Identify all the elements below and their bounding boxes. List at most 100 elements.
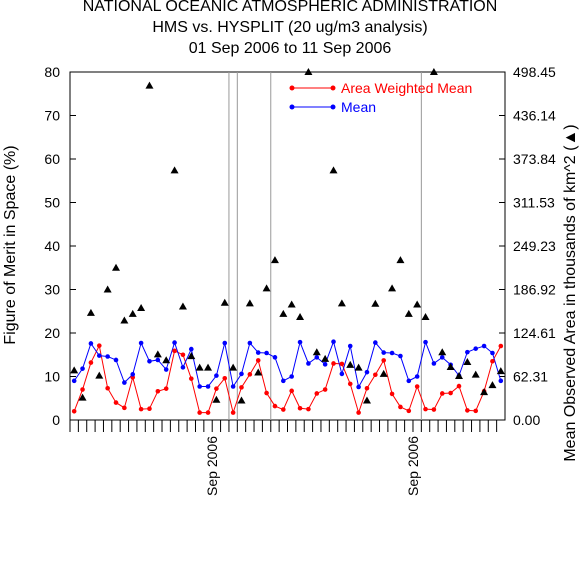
chart-title: NATIONAL OCEANIC ATMOSPHERIC ADMINISTRAT… [82, 0, 498, 15]
area-weighted-mean-point [205, 410, 211, 415]
legend-marker [289, 104, 295, 110]
area-weighted-mean-point [80, 387, 85, 392]
area-triangle-point [379, 369, 388, 377]
area-weighted-mean-point [331, 361, 336, 366]
area-triangle-point [488, 381, 497, 389]
chart-subtitle: HMS vs. HYSPLIT (20 ug/m3 analysis) [152, 19, 428, 36]
area-weighted-mean-point [373, 372, 378, 378]
area-triangle-point [195, 363, 204, 371]
mean-point [113, 357, 119, 363]
area-weighted-mean-point [147, 406, 152, 411]
right-tick-label: 186.92 [513, 282, 556, 298]
area-weighted-mean-point [105, 385, 110, 391]
area-weighted-mean-point [138, 406, 144, 412]
area-weighted-mean-point [247, 372, 253, 377]
mean-point [498, 378, 504, 384]
area-triangle-point [388, 284, 397, 292]
legend-marker [330, 104, 336, 110]
area-triangle-point [70, 366, 79, 374]
area-triangle-point [162, 356, 171, 364]
legend-entry: Mean [341, 99, 376, 115]
right-tick-label: 498.45 [513, 64, 556, 80]
area-weighted-mean-point [172, 348, 177, 354]
mean-point [306, 361, 311, 366]
area-weighted-mean-point [155, 388, 161, 394]
area-triangle-point [396, 256, 405, 264]
area-weighted-mean-point [473, 408, 479, 414]
mean-point [71, 378, 77, 384]
area-weighted-mean-point [314, 391, 320, 396]
area-triangle-point [254, 368, 263, 376]
area-triangle-point [279, 309, 288, 317]
right-tick-label: 436.14 [513, 108, 556, 124]
right-tick-label: 249.23 [513, 238, 556, 254]
mean-point [481, 343, 487, 349]
area-weighted-mean-point [490, 358, 495, 364]
right-tick-label: 0.00 [513, 412, 540, 428]
area-triangle-point [296, 313, 305, 321]
mean-point [247, 340, 253, 346]
mean-point [473, 346, 479, 351]
mean-point [331, 339, 336, 345]
area-weighted-mean-point [389, 391, 395, 397]
area-triangle-point [329, 166, 338, 174]
area-triangle-point [187, 352, 196, 360]
mean-point [314, 355, 320, 360]
mean-point [96, 353, 102, 358]
area-triangle-point [204, 363, 213, 371]
left-tick-label: 70 [44, 108, 60, 124]
area-triangle-point [438, 348, 447, 356]
area-weighted-mean-point [339, 361, 345, 367]
mean-point [322, 362, 328, 367]
mean-point [356, 384, 361, 390]
right-tick-label: 373.84 [513, 151, 556, 167]
area-triangle-point [170, 166, 179, 174]
area-weighted-mean-point [356, 410, 361, 415]
mean-point [230, 384, 236, 389]
mean-point [188, 346, 194, 352]
mean-point [389, 350, 395, 356]
area-weighted-mean-point [214, 386, 219, 391]
mean-point [381, 350, 387, 355]
area-weighted-mean-point [230, 410, 236, 415]
mean-line [73, 340, 502, 389]
left-tick-label: 80 [44, 64, 60, 80]
mean-point [289, 374, 294, 379]
mean-point [281, 378, 286, 384]
area-weighted-mean-point [188, 376, 194, 381]
mean-point [197, 384, 202, 389]
mean-point [423, 339, 428, 345]
area-weighted-mean-point [122, 405, 127, 411]
area-weighted-mean-point [180, 352, 186, 358]
area-triangle-point [346, 360, 355, 368]
mean-point [80, 366, 85, 371]
area-triangle-point [354, 363, 363, 371]
area-triangle-point [103, 285, 112, 293]
area-triangle-point [304, 68, 313, 75]
area-triangle-point [463, 358, 472, 366]
area-weighted-mean-point [197, 410, 202, 415]
area-weighted-mean-point [289, 388, 294, 394]
mean-point [255, 350, 261, 355]
area-triangle-point [413, 300, 422, 308]
y-axis-label: Figure of Merit in Space (%) [2, 145, 19, 344]
area-weighted-mean-point [255, 358, 261, 363]
mean-point [339, 371, 345, 377]
area-weighted-mean-line [73, 344, 502, 415]
area-triangle-point [262, 284, 271, 292]
area-weighted-mean-point [398, 404, 403, 410]
mean-point [88, 341, 94, 346]
mean-point [264, 350, 269, 356]
mean-point [180, 365, 186, 370]
area-triangle-point [429, 68, 438, 75]
mean-point [239, 371, 244, 377]
area-triangle-point [362, 396, 371, 404]
area-triangle-point [237, 396, 246, 404]
legend-entry: Area Weighted Mean [341, 80, 472, 96]
area-triangle-point [421, 313, 430, 321]
area-triangle-point [95, 371, 104, 379]
area-weighted-mean-point [465, 408, 470, 413]
area-triangle-point [321, 354, 330, 362]
left-tick-label: 0 [52, 412, 60, 428]
area-weighted-mean-point [431, 407, 437, 412]
